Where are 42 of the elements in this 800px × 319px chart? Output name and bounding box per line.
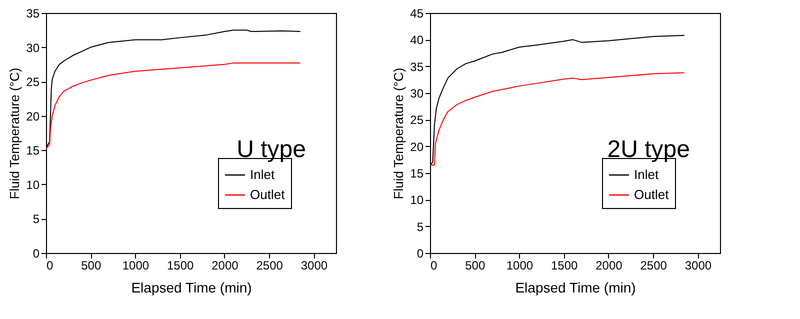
x-tick-label: 2500 [256,258,284,272]
x-tick-label: 500 [81,258,102,272]
y-tick-label: 25 [26,75,40,90]
x-tick-label: 500 [465,258,486,272]
x-tick-label: 1000 [122,258,150,272]
x-tick-label: 1500 [550,258,578,272]
x-tick-label: 2500 [640,258,668,272]
y-tick-label: 0 [416,246,424,260]
y-tick-label: 40 [410,33,424,48]
legend-label: Inlet [250,167,275,182]
y-tick-label: 15 [410,166,424,180]
x-tick-label: 1000 [506,258,534,272]
y-tick-label: 10 [26,178,40,192]
y-tick-label: 30 [26,40,40,55]
legend-label: Inlet [634,167,659,182]
x-axis-title: Elapsed Time (min) [515,280,636,296]
y-axis-title: Fluid Temperature (°C) [391,68,406,200]
y-tick-label: 35 [26,6,40,20]
y-tick-label: 5 [416,220,424,234]
annotation: 2U type [607,136,690,163]
x-tick-label: 2000 [596,258,623,272]
x-tick-label: 2000 [212,258,239,272]
y-axis-title: Fluid Temperature (°C) [7,68,22,200]
y-tick-label: 35 [410,60,424,74]
legend-label: Outlet [634,187,670,202]
y-tick-label: 20 [26,109,40,124]
x-tick-label: 3000 [684,258,712,272]
legend-label: Outlet [250,187,286,202]
x-axis-title: Elapsed Time (min) [131,280,252,296]
annotation: U type [236,136,306,163]
x-tick-label: 3000 [300,258,328,272]
y-tick-label: 45 [410,6,424,20]
y-tick-label: 20 [410,140,424,154]
x-tick-label: 0 [430,258,438,272]
x-tick-label: 1500 [166,258,194,272]
y-tick-label: 10 [410,193,424,208]
y-tick-label: 0 [32,246,40,260]
x-tick-label: 0 [46,258,54,272]
y-tick-label: 15 [26,144,40,158]
y-tick-label: 30 [410,86,424,100]
y-tick-label: 25 [410,113,424,128]
y-tick-label: 5 [32,212,40,226]
